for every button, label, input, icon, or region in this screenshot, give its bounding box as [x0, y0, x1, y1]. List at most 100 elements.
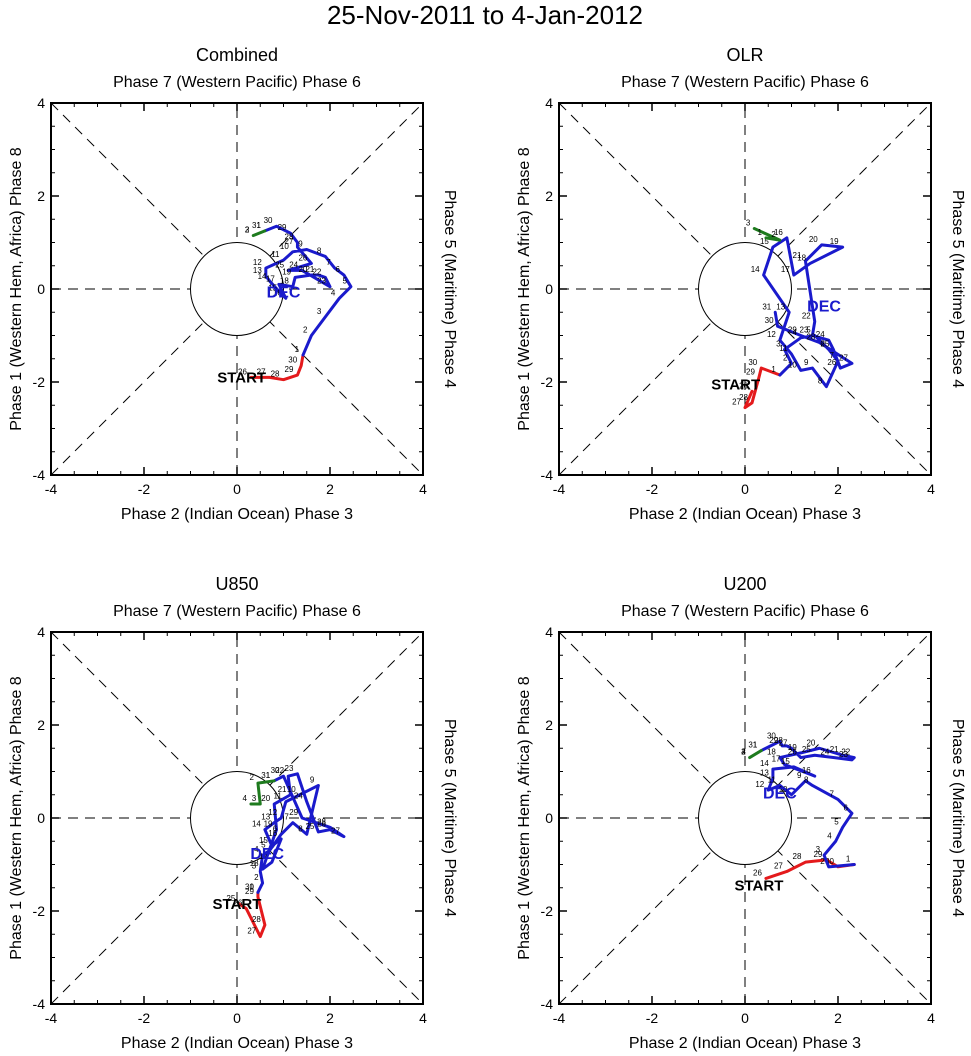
- day-label: 25: [226, 894, 235, 903]
- day-label: 3: [741, 748, 746, 757]
- start-label: START: [217, 369, 266, 386]
- day-label: 21: [278, 785, 287, 794]
- x-tick-label: -4: [553, 481, 566, 497]
- day-label: 1: [757, 228, 762, 237]
- day-label: 16: [802, 766, 811, 775]
- series-line-dec: [256, 772, 346, 894]
- day-label: 20: [806, 738, 815, 747]
- x-tick-label: 4: [927, 481, 935, 497]
- day-label: 29: [813, 850, 822, 859]
- left-phase-label: Phase 1 (Western Hem, Africa) Phase 8: [516, 147, 533, 430]
- day-label: 31: [748, 741, 757, 750]
- day-label: 28: [271, 370, 280, 379]
- day-label: 5: [806, 326, 811, 335]
- day-label: 12: [268, 808, 277, 817]
- day-label: 1: [846, 855, 851, 864]
- day-label: 11: [274, 792, 283, 801]
- y-tick-label: -4: [541, 996, 554, 1012]
- day-label: 3: [816, 845, 821, 854]
- day-label: 10: [280, 242, 289, 251]
- day-label: 1: [753, 741, 758, 750]
- x-tick-label: 0: [741, 481, 749, 497]
- day-label: 14: [258, 272, 267, 281]
- y-tick-label: -2: [541, 374, 554, 390]
- day-label: 22: [275, 766, 284, 775]
- day-label: 13: [776, 302, 785, 311]
- day-label: 29: [769, 736, 778, 745]
- series-line-jan: [752, 227, 782, 242]
- day-label: 3: [245, 226, 250, 235]
- day-label: 2: [741, 748, 746, 757]
- top-phase-label: Phase 7 (Western Pacific) Phase 6: [621, 603, 869, 620]
- day-label: 14: [751, 265, 760, 274]
- day-label: 30: [245, 882, 254, 891]
- y-tick-label: 2: [37, 717, 45, 733]
- y-tick-label: -2: [33, 374, 46, 390]
- day-label: 8: [298, 824, 303, 833]
- left-phase-label: Phase 1 (Western Hem, Africa) Phase 8: [516, 676, 533, 959]
- day-label: 9: [804, 358, 809, 367]
- right-phase-label: Phase 5 (Maritime) Phase 4: [441, 190, 458, 388]
- series-line-dec: [762, 236, 854, 389]
- day-label: 17: [781, 265, 790, 274]
- day-label: 31: [261, 771, 270, 780]
- bottom-phase-label: Phase 2 (Indian Ocean) Phase 3: [629, 1035, 861, 1052]
- day-label: 27: [774, 861, 783, 870]
- day-label: 4: [741, 748, 746, 757]
- y-tick-label: 2: [545, 717, 553, 733]
- day-label: 25: [275, 260, 284, 269]
- day-label: 30: [271, 766, 280, 775]
- x-tick-label: -4: [45, 481, 58, 497]
- day-label: 18: [797, 253, 806, 262]
- day-label: 29: [289, 808, 298, 817]
- day-label: 6: [273, 824, 278, 833]
- y-tick-label: 4: [545, 624, 553, 640]
- day-label: 20: [298, 265, 307, 274]
- day-label: 25: [820, 339, 829, 348]
- day-label: 4: [254, 845, 259, 854]
- month-label-dec: DEC: [267, 284, 301, 301]
- day-label: 2: [249, 773, 254, 782]
- day-label: 27: [285, 237, 294, 246]
- day-label: 5: [342, 277, 347, 286]
- panel-title: U200: [723, 574, 766, 594]
- day-label: 29: [245, 887, 254, 896]
- day-label: 23: [317, 277, 326, 286]
- x-tick-label: 4: [419, 1010, 427, 1026]
- day-label: 27: [839, 353, 848, 362]
- figure-title: 25-Nov-2011 to 4-Jan-2012: [327, 0, 643, 30]
- day-label: 20: [261, 794, 270, 803]
- top-phase-label: Phase 7 (Western Pacific) Phase 6: [113, 603, 361, 620]
- month-label-dec: DEC: [763, 785, 797, 802]
- day-label: 13: [253, 266, 262, 275]
- day-label: 15: [760, 237, 769, 246]
- day-label: 21: [793, 251, 802, 260]
- day-label: 28: [317, 817, 326, 826]
- day-label: 5: [261, 841, 266, 850]
- day-label: 1: [771, 365, 776, 374]
- day-label: 11: [779, 344, 788, 353]
- start-label: START: [735, 877, 784, 894]
- y-tick-label: 4: [37, 624, 45, 640]
- day-label: 1: [295, 345, 300, 354]
- y-tick-label: 0: [545, 810, 553, 826]
- day-label: 6: [335, 265, 340, 274]
- top-phase-label: Phase 7 (Western Pacific) Phase 6: [621, 74, 869, 91]
- x-tick-label: -2: [646, 1010, 659, 1026]
- day-label: 19: [830, 237, 839, 246]
- x-tick-label: 2: [326, 481, 334, 497]
- day-label: 22: [841, 748, 850, 757]
- series-line-nov: [237, 890, 267, 939]
- day-label: 24: [289, 260, 298, 269]
- y-tick-label: 4: [545, 95, 553, 111]
- day-label: 1: [249, 882, 254, 891]
- y-tick-label: -2: [33, 903, 46, 919]
- day-label: 26: [753, 868, 762, 877]
- day-label: 26: [298, 253, 307, 262]
- day-label: 10: [788, 360, 797, 369]
- start-label: START: [213, 896, 262, 913]
- unit-circle: [698, 771, 792, 865]
- day-label: 22: [312, 267, 321, 276]
